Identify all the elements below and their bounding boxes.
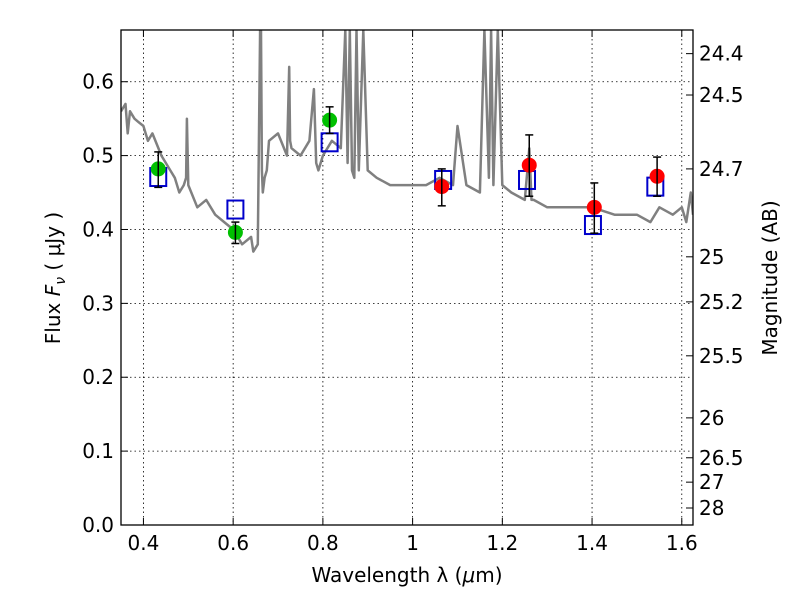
observed-point (322, 106, 338, 135)
y-tick-label: 0.5 (82, 144, 114, 168)
ticks-layer: 0.4 0.6 0.8 1 1.2 1.4 1.6 0.0 0.1 0.2 0.3 0.4 0.5 0.6… (82, 30, 744, 555)
right-tick-label: 27 (699, 470, 724, 494)
observed-point (649, 156, 665, 197)
right-tick-label: 28 (699, 496, 724, 520)
right-tick-label: 25 (699, 245, 724, 269)
right-tick-label: 26 (699, 406, 724, 430)
y-tick-label: 0.2 (82, 365, 114, 389)
plot-frame (120, 29, 694, 526)
observed-point (521, 134, 537, 197)
right-tick-label: 24.7 (699, 157, 744, 181)
right-tick-label: 25.5 (699, 344, 744, 368)
right-tick-label: 25.2 (699, 290, 744, 314)
right-tick-label: 24.4 (699, 42, 744, 66)
right-tick-label: 24.5 (699, 83, 744, 107)
model-photometry-point (583, 215, 602, 236)
x-tick-label: 1 (406, 531, 419, 555)
y-axis-label: Flux Fν ( μJy ) (41, 212, 69, 344)
right-axis-label: Magnitude (AB) (758, 200, 782, 355)
y-tick-label: 0.1 (82, 439, 114, 463)
grid-lines (121, 30, 693, 526)
y-tick-label: 0.0 (82, 513, 114, 537)
x-tick-label: 1.4 (576, 531, 608, 555)
spectrum-line (121, 30, 693, 253)
y-tick-label: 0.3 (82, 291, 114, 315)
x-tick-label: 0.8 (307, 531, 339, 555)
y-tick-label: 0.4 (82, 217, 114, 241)
right-tick-label: 26.5 (699, 446, 744, 470)
spectrum-layer (121, 30, 693, 253)
observed-point (227, 221, 243, 245)
x-tick-label: 0.4 (128, 531, 160, 555)
observed-point (150, 151, 166, 189)
observed-point (586, 182, 602, 234)
x-tick-label: 0.6 (217, 531, 249, 555)
x-tick-label: 1.6 (666, 531, 698, 555)
y-tick-label: 0.6 (82, 70, 114, 94)
observed-point (434, 168, 450, 207)
x-tick-label: 1.2 (486, 531, 518, 555)
points-layer (149, 106, 665, 245)
x-axis-label: Wavelength λ (μm) (311, 563, 502, 587)
model-photometry-point (226, 199, 245, 220)
